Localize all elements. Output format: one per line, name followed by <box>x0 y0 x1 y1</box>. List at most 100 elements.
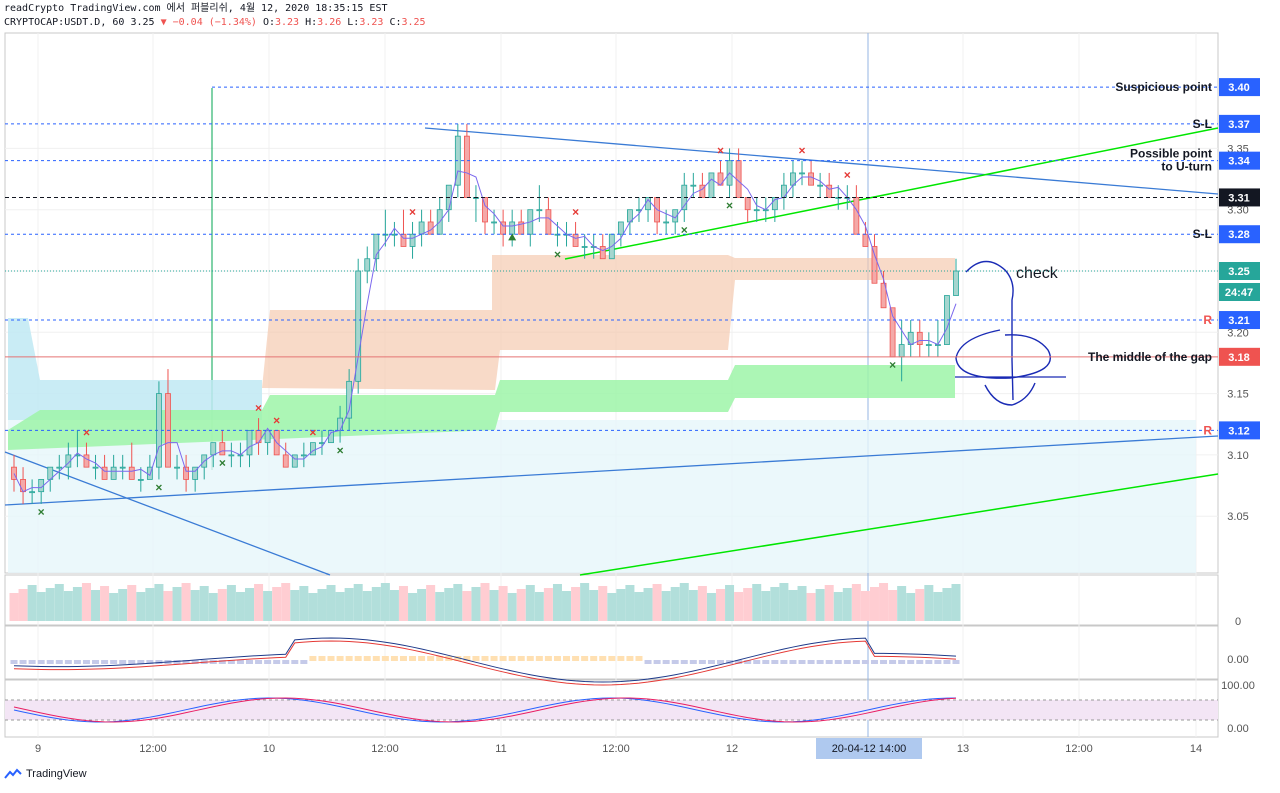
candle-89 <box>817 172 824 198</box>
volume-bar-33 <box>308 593 318 621</box>
macd-hist-90 <box>825 660 833 664</box>
volume-bar-31 <box>290 590 300 621</box>
stoch-k-line <box>13 697 957 723</box>
volume-bar-45 <box>417 589 427 621</box>
buy-triangle <box>508 233 517 241</box>
candle-14 <box>137 467 144 492</box>
macd-hist-101 <box>925 660 933 664</box>
macd-hist-5 <box>55 660 63 664</box>
gap-circle-stroke <box>955 329 1051 379</box>
candle-body-73 <box>672 209 679 223</box>
volume-bar-70 <box>643 588 653 621</box>
candle-87 <box>799 160 805 186</box>
macd-hist-62 <box>572 656 580 661</box>
candle-body-1 <box>20 479 26 493</box>
candle-38 <box>355 258 362 394</box>
candle-body-45 <box>418 221 425 235</box>
macd-hist-60 <box>553 656 561 661</box>
candle-100 <box>916 320 923 357</box>
volume-bar-38 <box>353 584 363 621</box>
macd-hist-4 <box>46 660 54 664</box>
volume-bar-58 <box>534 592 544 621</box>
volume-bar-26 <box>245 588 254 621</box>
volume-bar-27 <box>254 584 264 621</box>
sell-signal-5: × <box>572 205 579 219</box>
tradingview-logo-icon <box>4 768 22 779</box>
macd-hist-13 <box>128 660 136 664</box>
macd-hist-88 <box>807 660 815 664</box>
volume-bar-39 <box>362 591 372 621</box>
macd-hist-89 <box>816 660 824 664</box>
macd-hist-6 <box>64 660 72 664</box>
level-price-tag-4 <box>1219 225 1260 244</box>
volume-bar-99 <box>906 593 916 621</box>
last-price-tag <box>1219 262 1260 280</box>
candle-95 <box>871 234 878 284</box>
volume-bar-6 <box>63 591 73 621</box>
macd-tick-0: 0.00 <box>1227 654 1248 666</box>
macd-hist-69 <box>635 656 643 661</box>
candle-body-2 <box>29 491 36 494</box>
candle-body-37 <box>346 380 353 419</box>
candle-body-88 <box>808 172 814 186</box>
macd-hist-80 <box>735 660 743 664</box>
volume-bar-80 <box>734 592 744 621</box>
macd-hist-35 <box>327 656 335 661</box>
volume-bar-25 <box>235 592 245 621</box>
candle-body-13 <box>128 466 135 480</box>
candle-50 <box>463 123 470 198</box>
candle-28 <box>264 429 271 455</box>
candle-body-58 <box>536 209 543 212</box>
candle-body-81 <box>744 197 751 211</box>
candle-body-67 <box>617 221 624 235</box>
macd-hist-104 <box>952 660 960 664</box>
candle-body-63 <box>581 246 588 248</box>
volume-bar-0 <box>9 593 19 621</box>
volume-bar-21 <box>199 586 209 621</box>
candle-39 <box>364 246 371 284</box>
level-price-tag-7 <box>1219 421 1260 440</box>
macd-hist-74 <box>680 660 688 664</box>
macd-hist-67 <box>617 656 625 661</box>
tradingview-logo[interactable]: TradingView <box>4 768 87 780</box>
candle-body-33 <box>310 442 316 456</box>
candle-body-55 <box>509 221 516 235</box>
x-tick-0: 9 <box>35 743 41 755</box>
level-price-label-0: 3.40 <box>1228 82 1249 94</box>
level-price-label-4: 3.28 <box>1228 229 1249 241</box>
last-price: 3.25 <box>130 17 155 28</box>
x-tick-4: 11 <box>495 743 506 755</box>
check-label: check <box>1016 265 1059 282</box>
level-text-5: R <box>1203 313 1212 327</box>
volume-bar-97 <box>888 590 898 621</box>
buy-signal-4: × <box>554 247 561 261</box>
macd-hist-52 <box>481 656 489 661</box>
volume-bar-93 <box>851 584 861 621</box>
candle-19 <box>183 454 189 492</box>
candle-90 <box>826 172 833 198</box>
volume-bar-16 <box>154 584 164 621</box>
volume-bar-83 <box>761 591 771 621</box>
volume-bar-71 <box>652 584 662 621</box>
volume-bar-34 <box>317 589 327 621</box>
volume-bar-17 <box>163 591 173 621</box>
macd-hist-76 <box>698 660 706 664</box>
x-tick-5: 12:00 <box>602 743 630 755</box>
close-value: 3.25 <box>401 17 426 28</box>
macd-hist-23 <box>218 660 226 664</box>
candle-body-11 <box>110 466 117 480</box>
level-price-tag-0 <box>1219 78 1260 97</box>
candle-31 <box>291 454 298 468</box>
x-tick-8: 13 <box>957 743 969 755</box>
volume-bar-23 <box>217 589 227 621</box>
level-text2-2: to U-turn <box>1161 160 1212 174</box>
brand-label: TradingView <box>26 768 87 780</box>
candle-body-23 <box>219 442 226 456</box>
volume-bar-35 <box>326 585 336 621</box>
y-tick-2: 3.15 <box>1227 389 1248 401</box>
candle-37 <box>346 369 353 431</box>
macd-hist-8 <box>82 660 90 664</box>
volume-bar-68 <box>625 585 635 621</box>
candle-body-39 <box>364 258 371 272</box>
